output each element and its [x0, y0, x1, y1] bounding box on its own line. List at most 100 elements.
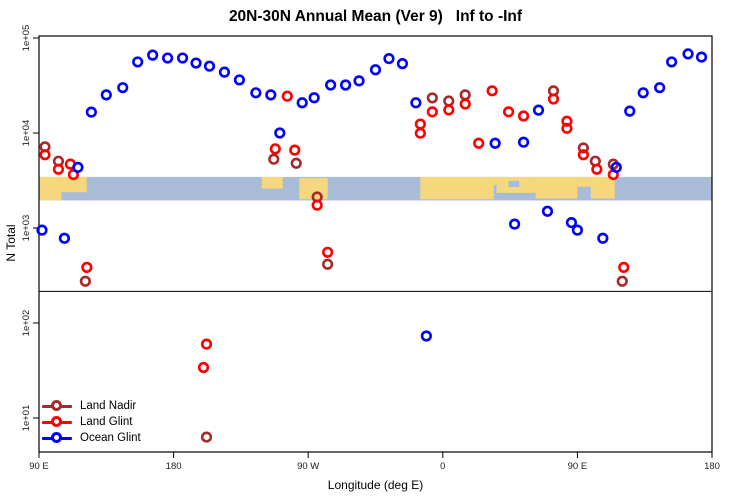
data-point-ocean-glint	[325, 79, 337, 91]
data-point-ocean-glint	[695, 51, 708, 63]
x-tick-label: 90 W	[297, 461, 319, 472]
data-point-ocean-glint	[517, 136, 530, 148]
data-point-land-nadir	[290, 157, 302, 169]
data-point-ocean-glint	[132, 56, 144, 68]
data-point-ocean-glint	[176, 52, 189, 64]
data-point-land-glint	[281, 90, 293, 102]
data-point-land-glint	[561, 122, 573, 134]
legend-item-ocean-glint: Ocean Glint	[42, 430, 141, 446]
data-point-ocean-glint	[308, 92, 320, 104]
data-point-ocean-glint	[296, 97, 308, 109]
data-point-ocean-glint	[339, 79, 352, 91]
data-point-land-glint	[197, 361, 210, 374]
data-point-land-glint	[269, 143, 281, 155]
data-point-land-glint	[473, 137, 485, 149]
y-tick-label: 1e+04	[21, 120, 32, 147]
legend-label-land-nadir: Land Nadir	[80, 400, 137, 412]
data-point-land-glint	[561, 115, 573, 127]
land-nadir-marker-icon	[42, 399, 72, 413]
data-point-land-nadir	[443, 95, 455, 107]
data-point-land-glint	[577, 149, 589, 161]
data-point-ocean-glint	[508, 218, 521, 230]
legend-item-land-nadir: Land Nadir	[42, 398, 141, 414]
data-point-land-nadir	[616, 275, 628, 287]
data-point-land-nadir	[459, 89, 471, 101]
map-band-land	[492, 176, 499, 186]
data-point-land-glint	[322, 246, 334, 258]
map-band-land	[39, 176, 62, 201]
data-point-ocean-glint	[637, 87, 649, 99]
data-point-ocean-glint	[396, 58, 409, 70]
data-point-ocean-glint	[571, 224, 584, 236]
data-point-ocean-glint	[274, 127, 286, 139]
x-tick-label: 90 E	[29, 461, 49, 472]
data-point-land-nadir	[426, 92, 438, 104]
data-point-land-glint	[414, 118, 426, 130]
x-axis-title: Longitude (deg E)	[327, 478, 424, 492]
data-point-ocean-glint	[203, 60, 216, 72]
data-point-land-nadir	[577, 142, 589, 154]
map-band-land	[535, 176, 578, 199]
data-point-land-glint	[459, 98, 471, 110]
data-point-ocean-glint	[565, 216, 578, 229]
data-point-land-nadir	[322, 258, 334, 270]
map-band-land	[420, 176, 494, 200]
data-point-ocean-glint	[218, 66, 231, 78]
data-point-land-nadir	[79, 275, 91, 287]
legend-label-ocean-glint: Ocean Glint	[80, 432, 141, 444]
data-point-land-glint	[39, 149, 51, 161]
data-point-ocean-glint	[610, 161, 622, 173]
data-point-land-glint	[414, 127, 426, 139]
y-tick-label: 1e+03	[21, 215, 32, 242]
y-tick-label: 1e+01	[21, 405, 32, 432]
legend: Land Nadir Land Glint Ocean Glint	[42, 398, 141, 446]
data-point-land-glint	[591, 163, 603, 175]
map-band-land	[590, 176, 615, 199]
land-glint-marker-icon	[42, 415, 72, 429]
map-band-land	[261, 176, 283, 189]
data-point-land-glint	[200, 338, 213, 350]
x-tick-label: 180	[704, 461, 720, 472]
data-point-ocean-glint	[489, 137, 501, 149]
data-point-ocean-glint	[541, 205, 554, 217]
data-point-land-glint	[618, 261, 630, 273]
data-point-land-glint	[52, 163, 65, 175]
data-point-land-glint	[517, 110, 530, 122]
data-point-land-glint	[81, 261, 93, 273]
data-point-ocean-glint	[666, 56, 678, 68]
data-point-land-glint	[503, 106, 515, 118]
data-point-ocean-glint	[597, 232, 609, 244]
data-point-ocean-glint	[85, 106, 97, 118]
data-point-ocean-glint	[162, 52, 174, 64]
chart-title: 20N-30N Annual Mean (Ver 9) Inf to -Inf	[228, 8, 523, 25]
data-point-ocean-glint	[420, 330, 432, 342]
data-point-ocean-glint	[100, 89, 112, 101]
y-tick-label: 1e+05	[21, 25, 32, 52]
y-tick-label: 1e+02	[21, 310, 32, 337]
data-point-ocean-glint	[265, 89, 277, 101]
data-point-land-glint	[426, 106, 438, 118]
data-point-land-glint	[486, 85, 498, 97]
x-tick-label: 0	[440, 461, 445, 472]
data-point-ocean-glint	[250, 87, 262, 99]
data-point-ocean-glint	[117, 82, 129, 94]
data-point-land-glint	[289, 144, 301, 156]
data-point-ocean-glint	[190, 57, 202, 69]
data-point-land-glint	[547, 93, 560, 105]
data-point-ocean-glint	[654, 82, 666, 94]
data-point-land-glint	[311, 199, 323, 211]
plot-box	[38, 35, 713, 453]
data-point-ocean-glint	[532, 104, 545, 116]
data-point-land-glint	[443, 104, 455, 116]
map-band-ocean-patch	[508, 180, 520, 188]
data-point-ocean-glint	[410, 97, 422, 109]
ocean-glint-marker-icon	[42, 431, 72, 445]
x-tick-label: 90 E	[568, 461, 588, 472]
data-point-land-nadir	[200, 431, 213, 443]
data-point-ocean-glint	[147, 49, 159, 61]
data-point-land-nadir	[268, 153, 280, 165]
legend-item-land-glint: Land Glint	[42, 414, 141, 430]
legend-label-land-glint: Land Glint	[80, 416, 133, 428]
